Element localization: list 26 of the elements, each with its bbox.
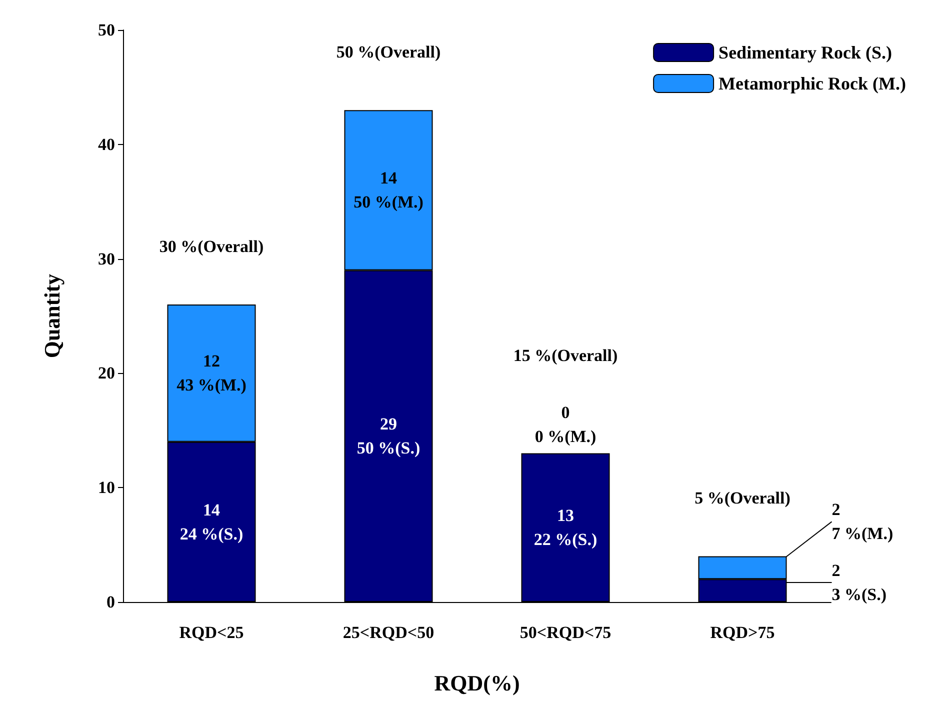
y-tick-label: 0 — [106, 592, 115, 612]
annotation: 5 %(Overall) — [694, 488, 790, 508]
y-tick-label: 20 — [98, 364, 115, 383]
x-tick-label: 25<RQD<50 — [342, 623, 434, 642]
data-label: 2 7 %(M.) — [832, 500, 894, 544]
data-label: 2 3 %(S.) — [832, 561, 887, 604]
x-tick-label: 50<RQD<75 — [520, 623, 612, 642]
data-label: 13 22 %(S.) — [534, 506, 598, 550]
x-tick-label: RQD<25 — [179, 623, 244, 642]
legend-label: Metamorphic Rock (M.) — [718, 74, 906, 94]
data-label: 12 43 %(M.) — [176, 352, 246, 395]
x-axis-title: RQD(%) — [434, 670, 520, 696]
y-axis-title: Quantity — [40, 274, 64, 358]
y-tick-label: 50 — [98, 20, 115, 40]
y-tick-label: 10 — [98, 478, 115, 498]
y-tick-label: 40 — [98, 134, 115, 154]
annotation: 15 %(Overall) — [513, 346, 618, 365]
annotation: 30 %(Overall) — [159, 237, 264, 256]
data-label: 14 50 %(M.) — [354, 168, 424, 212]
y-tick-label: 30 — [98, 249, 115, 268]
data-label: 14 24 %(S.) — [180, 500, 244, 544]
x-tick-label: RQD>75 — [710, 623, 775, 642]
data-label: 29 50 %(S.) — [356, 414, 420, 458]
legend-label: Sedimentary Rock (S.) — [718, 42, 892, 62]
annotation: 50 %(Overall) — [336, 42, 441, 62]
data-label: 0 0 %(M.) — [534, 402, 596, 446]
